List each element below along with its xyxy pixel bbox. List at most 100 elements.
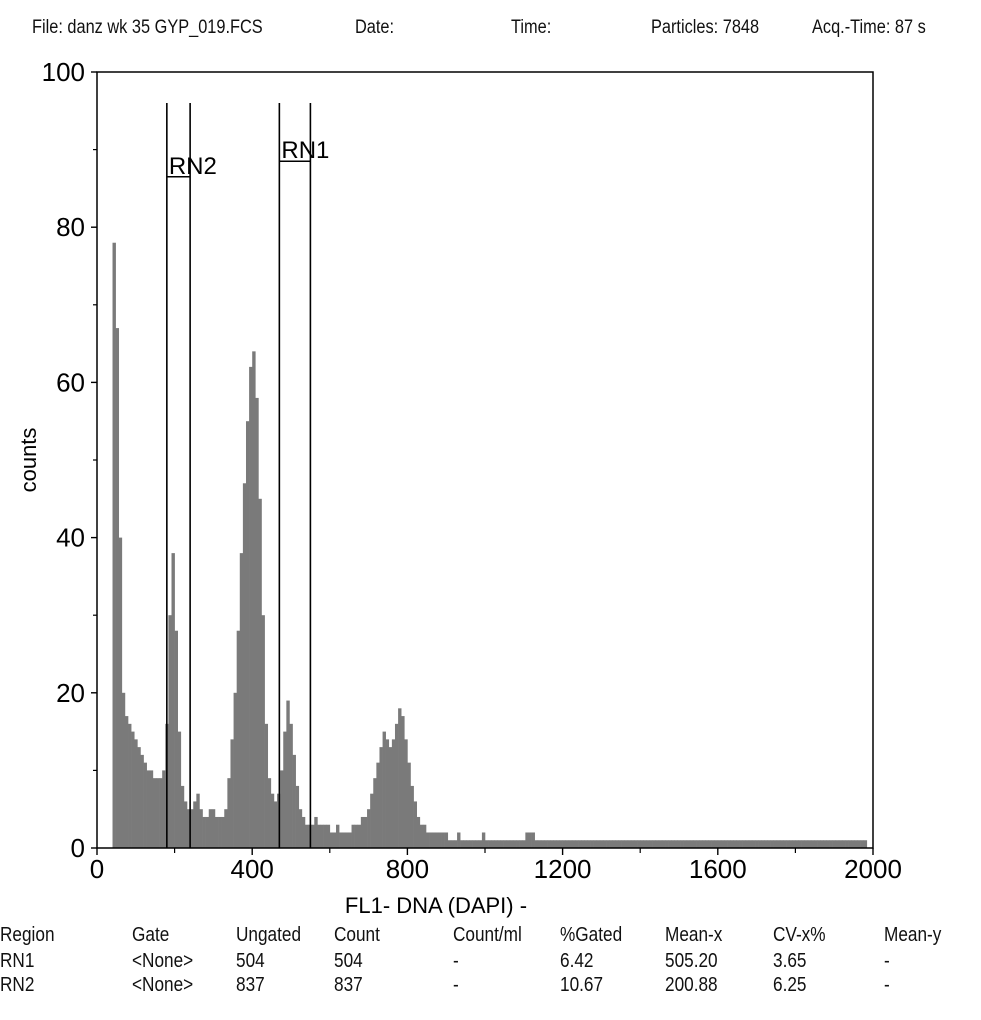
histogram-bar — [293, 755, 296, 848]
histogram-bar — [131, 732, 134, 848]
histogram-bar — [429, 832, 432, 848]
histogram-bar — [553, 840, 556, 848]
histogram-bar — [724, 840, 727, 848]
x-tick-label: 1200 — [534, 854, 592, 884]
region-rn2-label: RN2 — [169, 153, 217, 180]
histogram-bar — [507, 840, 510, 848]
histogram-bar — [289, 724, 292, 848]
histogram-bar — [305, 825, 308, 848]
histogram-bar — [609, 840, 612, 848]
histogram-bar — [423, 825, 426, 848]
histogram-bar — [504, 840, 507, 848]
stats-data-cell: 6.42 — [560, 950, 593, 973]
histogram-bar — [224, 809, 227, 848]
histogram-bar — [246, 421, 249, 848]
stats-data-cell: 200.88 — [665, 974, 718, 997]
histogram-bar — [339, 832, 342, 848]
stats-data-cell: 6.25 — [773, 974, 806, 997]
histogram-bar — [479, 840, 482, 848]
histogram-bar — [786, 840, 789, 848]
histogram-bar — [681, 840, 684, 848]
histogram-bar — [830, 840, 833, 848]
y-tick-label: 100 — [42, 57, 85, 87]
histogram-bar — [249, 367, 252, 848]
histogram-bar — [643, 840, 646, 848]
histogram-bar — [234, 693, 237, 848]
histogram-bar — [497, 840, 500, 848]
histogram-bar — [221, 817, 224, 848]
histogram-bar — [733, 840, 736, 848]
stats-data-cell: RN1 — [0, 950, 34, 973]
stats-data-cell: - — [453, 974, 459, 997]
histogram-bar — [603, 840, 606, 848]
histogram-bar — [544, 840, 547, 848]
histogram-bar — [426, 832, 429, 848]
histogram-bar — [597, 840, 600, 848]
histogram-bar — [196, 794, 199, 848]
histogram-bar — [296, 786, 299, 848]
histogram-bar — [650, 840, 653, 848]
histogram-bar — [715, 840, 718, 848]
histogram-bar — [746, 840, 749, 848]
histogram-bar — [857, 840, 860, 848]
histogram-bar — [826, 840, 829, 848]
x-axis-ticks: 0400800120016002000 — [90, 848, 902, 884]
histogram-bar — [445, 832, 448, 848]
histogram-bar — [159, 778, 162, 848]
stats-row-rn2: RN2<None>837837-10.67200.886.25- — [0, 974, 981, 1000]
stats-data-cell: 505.20 — [665, 950, 718, 973]
histogram-bar — [792, 840, 795, 848]
histogram-bar — [528, 832, 531, 848]
histogram-bar — [240, 553, 243, 848]
histogram-bar — [122, 693, 125, 848]
histogram-bar — [656, 840, 659, 848]
histogram-bar — [199, 809, 202, 848]
histogram-bar — [702, 840, 705, 848]
histogram-bar — [150, 770, 153, 848]
histogram-bar — [820, 840, 823, 848]
stats-data-cell: - — [453, 950, 459, 973]
histogram-bar — [469, 840, 472, 848]
histogram-bar — [336, 825, 339, 848]
histogram-bar — [442, 832, 445, 848]
stats-data-cell: 3.65 — [773, 950, 806, 973]
histogram-bar — [740, 840, 743, 848]
histogram-bar — [311, 825, 314, 848]
histogram-bar — [457, 832, 460, 848]
histogram-bar — [677, 840, 680, 848]
histogram-bar — [848, 840, 851, 848]
region-rn1-label: RN1 — [281, 137, 329, 164]
histogram-bar — [147, 770, 150, 848]
histogram-bar — [736, 840, 739, 848]
histogram-bar — [851, 840, 854, 848]
histogram-bar — [864, 840, 867, 848]
histogram-bar — [572, 840, 575, 848]
histogram-bar — [153, 778, 156, 848]
histogram-bar — [463, 840, 466, 848]
histogram-bar — [317, 825, 320, 848]
histogram-bar — [671, 840, 674, 848]
histogram-bar — [845, 840, 848, 848]
stats-header-cell: Mean-x — [665, 924, 722, 947]
histogram-bar — [516, 840, 519, 848]
histogram-bar — [556, 840, 559, 848]
histogram-bar — [591, 840, 594, 848]
histogram-bar — [383, 732, 386, 848]
histogram-bar — [584, 840, 587, 848]
histogram-bar — [140, 755, 143, 848]
histogram-bar — [522, 840, 525, 848]
histogram-bar — [535, 840, 538, 848]
histogram-bar — [712, 840, 715, 848]
histogram-bar — [767, 840, 770, 848]
histogram-bar — [401, 716, 404, 848]
histogram-bar — [352, 825, 355, 848]
histogram-bar — [808, 840, 811, 848]
histogram-bar — [361, 817, 364, 848]
stats-header-row: RegionGateUngatedCountCount/ml%GatedMean… — [0, 924, 981, 950]
stats-header-cell: Region — [0, 924, 55, 947]
histogram-bar — [637, 840, 640, 848]
histogram-bar — [404, 739, 407, 848]
histogram-bar — [280, 770, 283, 848]
stats-data-cell: 504 — [236, 950, 265, 973]
histogram-bar — [494, 840, 497, 848]
